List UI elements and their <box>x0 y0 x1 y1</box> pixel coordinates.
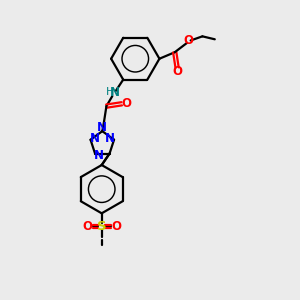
Text: S: S <box>97 220 106 233</box>
Text: O: O <box>121 97 131 110</box>
Text: H: H <box>106 87 115 97</box>
Text: O: O <box>172 65 182 78</box>
Text: N: N <box>97 121 107 134</box>
Text: N: N <box>105 132 115 145</box>
Text: N: N <box>90 132 100 145</box>
Text: O: O <box>184 34 194 47</box>
Text: N: N <box>94 148 104 161</box>
Text: O: O <box>82 220 92 233</box>
Text: N: N <box>110 86 120 99</box>
Text: O: O <box>111 220 122 233</box>
